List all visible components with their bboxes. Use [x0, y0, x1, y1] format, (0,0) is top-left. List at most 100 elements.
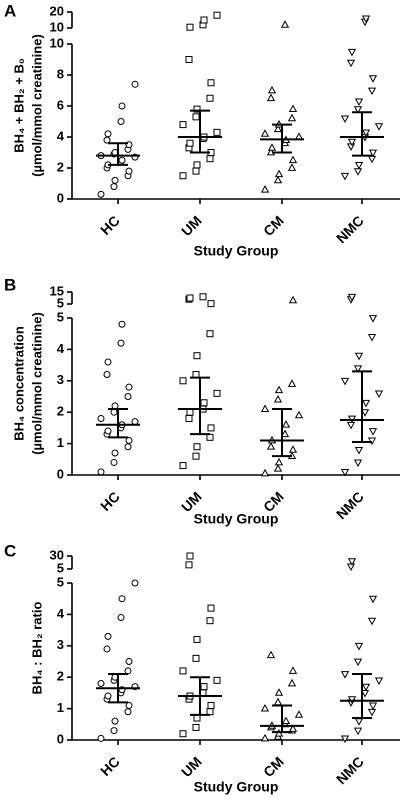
data-point — [186, 294, 194, 302]
data-point — [200, 16, 208, 24]
data-point — [274, 385, 284, 394]
data-point — [185, 561, 193, 569]
data-point — [347, 48, 357, 57]
data-point — [193, 105, 201, 113]
data-point — [287, 163, 297, 171]
data-point — [367, 87, 377, 96]
data-point — [353, 658, 363, 667]
data-point — [124, 667, 132, 675]
data-point — [206, 708, 214, 716]
data-point — [104, 358, 112, 366]
x-tick-label: NMC — [333, 212, 367, 246]
x-axis-label: Study Group — [194, 511, 279, 527]
y-tick-label: 3 — [57, 637, 64, 652]
y-tick-label: 0 — [57, 731, 64, 746]
x-tick-label: UM — [178, 753, 205, 780]
data-point — [179, 121, 187, 129]
data-point — [206, 330, 214, 338]
y-tick-label: 0 — [57, 466, 64, 481]
data-point — [361, 399, 371, 408]
data-point — [97, 679, 105, 687]
data-point — [200, 683, 208, 691]
data-point — [266, 442, 276, 450]
data-point — [124, 393, 132, 400]
data-point — [288, 445, 298, 453]
data-point — [192, 452, 200, 460]
y-tick-label: 2 — [57, 404, 64, 419]
panel-label: A — [4, 1, 16, 20]
data-point — [117, 118, 125, 125]
data-point — [347, 558, 357, 566]
data-point — [368, 702, 378, 711]
data-point — [186, 139, 194, 147]
data-point — [353, 106, 363, 114]
x-tick-label: CM — [260, 212, 287, 239]
data-point — [340, 115, 350, 124]
data-point — [193, 714, 201, 722]
data-point — [340, 735, 350, 744]
data-point — [110, 727, 118, 735]
x-tick-label: NMC — [333, 488, 367, 522]
data-point — [117, 339, 125, 347]
data-point — [260, 404, 270, 412]
data-point — [260, 733, 270, 742]
data-point — [186, 552, 194, 560]
data-point — [206, 94, 214, 102]
data-point — [97, 734, 105, 742]
y-tick-label: 1 — [57, 435, 64, 450]
data-point — [104, 692, 112, 700]
x-tick-label: HC — [97, 488, 123, 514]
y-tick-label: 10 — [50, 19, 64, 34]
data-point — [347, 138, 357, 147]
data-point — [125, 658, 133, 665]
y-tick-label: 4 — [57, 128, 65, 143]
data-point — [340, 377, 350, 386]
data-point — [374, 677, 384, 685]
data-point — [207, 604, 215, 612]
data-point — [361, 15, 371, 24]
data-point — [281, 716, 291, 725]
data-point — [193, 352, 201, 360]
data-point — [179, 462, 187, 470]
data-point — [367, 333, 377, 342]
data-point — [103, 371, 111, 379]
data-point — [206, 155, 214, 163]
data-point — [368, 75, 378, 83]
data-point — [207, 79, 215, 87]
data-point — [367, 617, 377, 626]
y-tick-label: 2 — [57, 669, 64, 684]
x-tick-label: HC — [97, 212, 123, 238]
data-point — [353, 168, 363, 176]
data-point — [104, 632, 112, 640]
data-point — [273, 175, 283, 184]
data-point — [273, 124, 283, 133]
panel-label: B — [4, 275, 16, 294]
data-point — [97, 190, 105, 198]
data-point — [124, 443, 132, 451]
data-point — [179, 667, 187, 675]
data-point — [287, 113, 297, 122]
data-point — [274, 457, 284, 466]
data-point — [280, 429, 290, 438]
data-point — [287, 678, 297, 687]
data-point — [192, 113, 200, 121]
data-point — [346, 143, 356, 151]
data-point — [346, 59, 356, 68]
data-point — [118, 102, 126, 110]
data-point — [97, 468, 105, 476]
data-point — [354, 718, 364, 726]
data-point — [185, 414, 193, 422]
y-tick-label: 5 — [57, 574, 64, 589]
y-tick-label: 4 — [57, 341, 65, 356]
data-point — [273, 395, 283, 403]
data-point — [294, 410, 304, 419]
data-point — [192, 371, 200, 379]
data-point — [280, 20, 290, 28]
x-tick-label: CM — [260, 753, 287, 780]
y-tick-label: 2 — [57, 159, 64, 174]
data-point — [193, 443, 201, 451]
y-axis-label: (µmol/mmol creatinine) — [29, 312, 44, 455]
data-point — [192, 167, 200, 175]
x-tick-label: NMC — [333, 753, 367, 787]
